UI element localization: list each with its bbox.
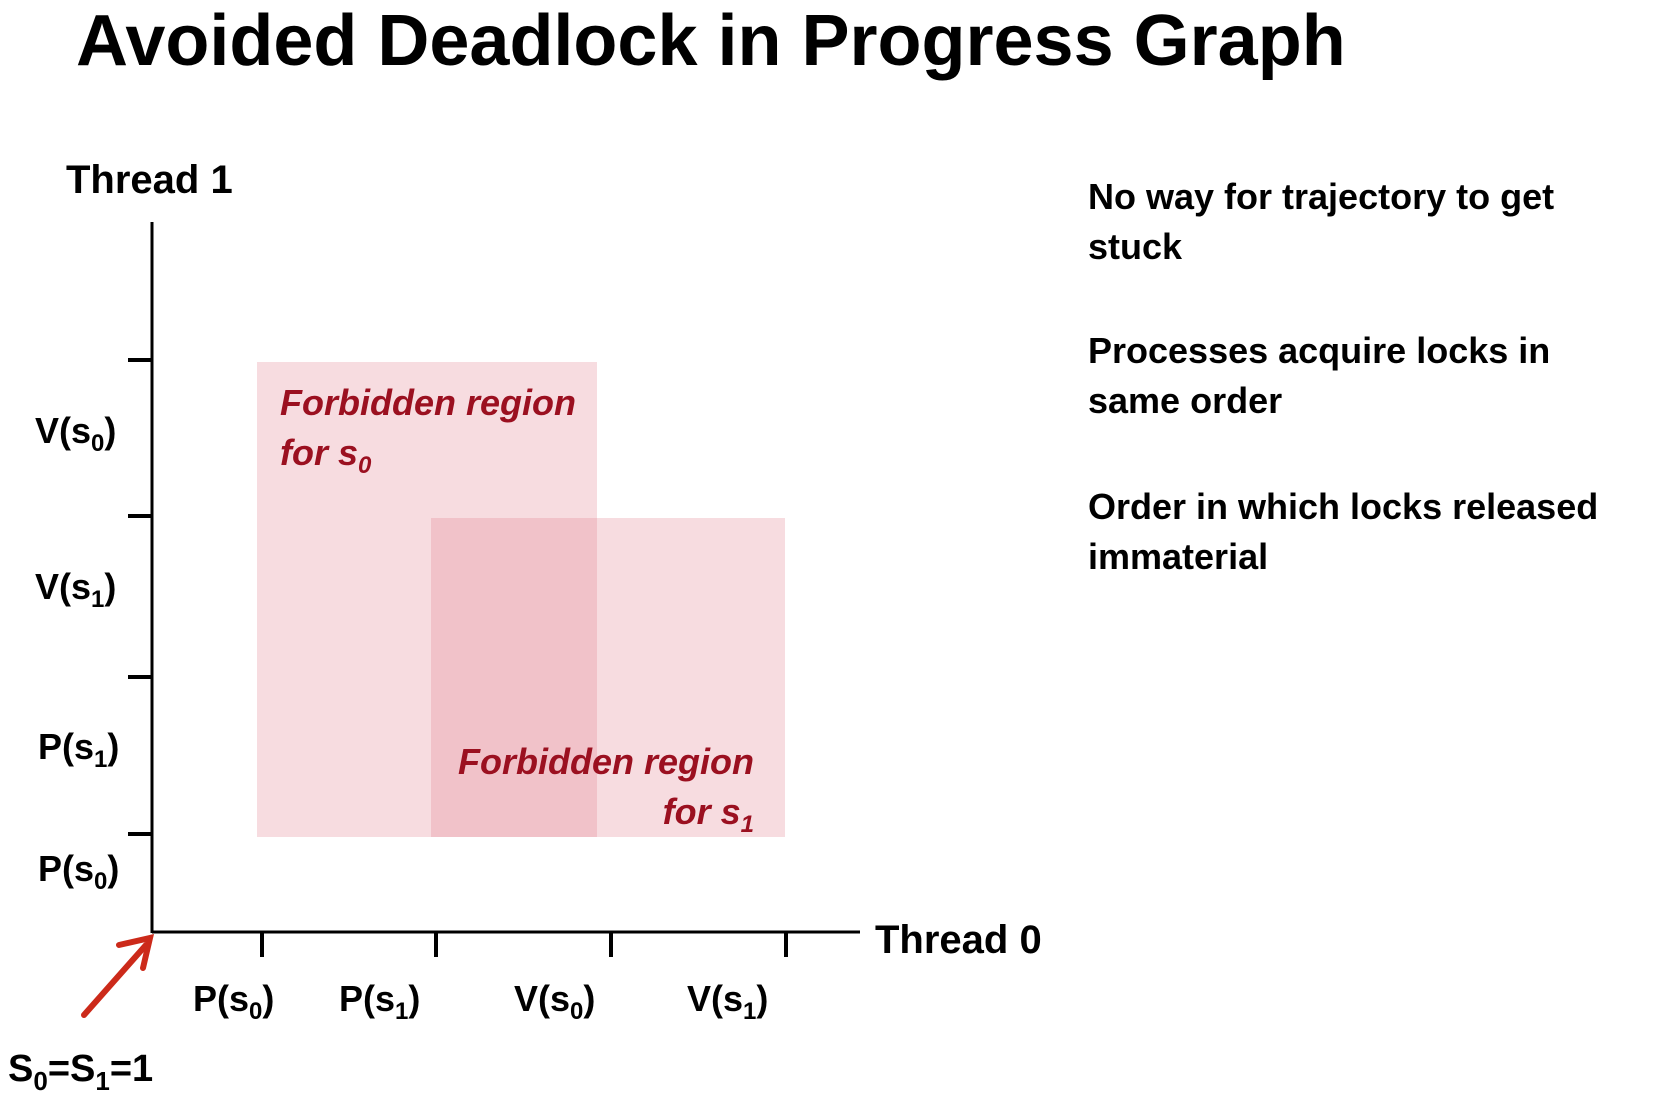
- region-s0-line1: Forbidden region: [280, 382, 576, 423]
- region-s1-line2: for s1: [662, 791, 754, 838]
- forbidden-region-s0: [257, 362, 597, 837]
- x-tick-label: P(s1): [339, 978, 421, 1025]
- note-release-order: Order in which locks released immaterial: [1088, 486, 1599, 577]
- page-title: Avoided Deadlock in Progress Graph: [76, 1, 1346, 81]
- y-tick-label: P(s1): [38, 726, 120, 773]
- y-tick-label: V(s1): [35, 566, 117, 613]
- y-tick-label: V(s0): [35, 410, 117, 457]
- y-tick-label: P(s0): [38, 848, 120, 895]
- x-tick-label: V(s0): [514, 978, 596, 1025]
- x-tick-label: V(s1): [687, 978, 769, 1025]
- x-tick-label: P(s0): [193, 978, 275, 1025]
- region-s0-line2: for s0: [280, 432, 372, 479]
- note-no-stuck: No way for trajectory to get stuck: [1088, 176, 1555, 267]
- note-lock-order: Processes acquire locks in same order: [1088, 330, 1551, 421]
- forbidden-region-s1-label: Forbidden region for s1: [454, 737, 754, 850]
- y-axis-title: Thread 1: [66, 158, 233, 202]
- forbidden-region-s1: [431, 518, 785, 837]
- x-axis-title: Thread 0: [875, 918, 1042, 962]
- forbidden-region-s0-label: Forbidden region for s0: [280, 378, 576, 491]
- region-s1-line1: Forbidden region: [458, 741, 754, 782]
- initial-state-label: S0=S1=1: [8, 1048, 154, 1096]
- initial-state-arrow: [81, 934, 155, 1018]
